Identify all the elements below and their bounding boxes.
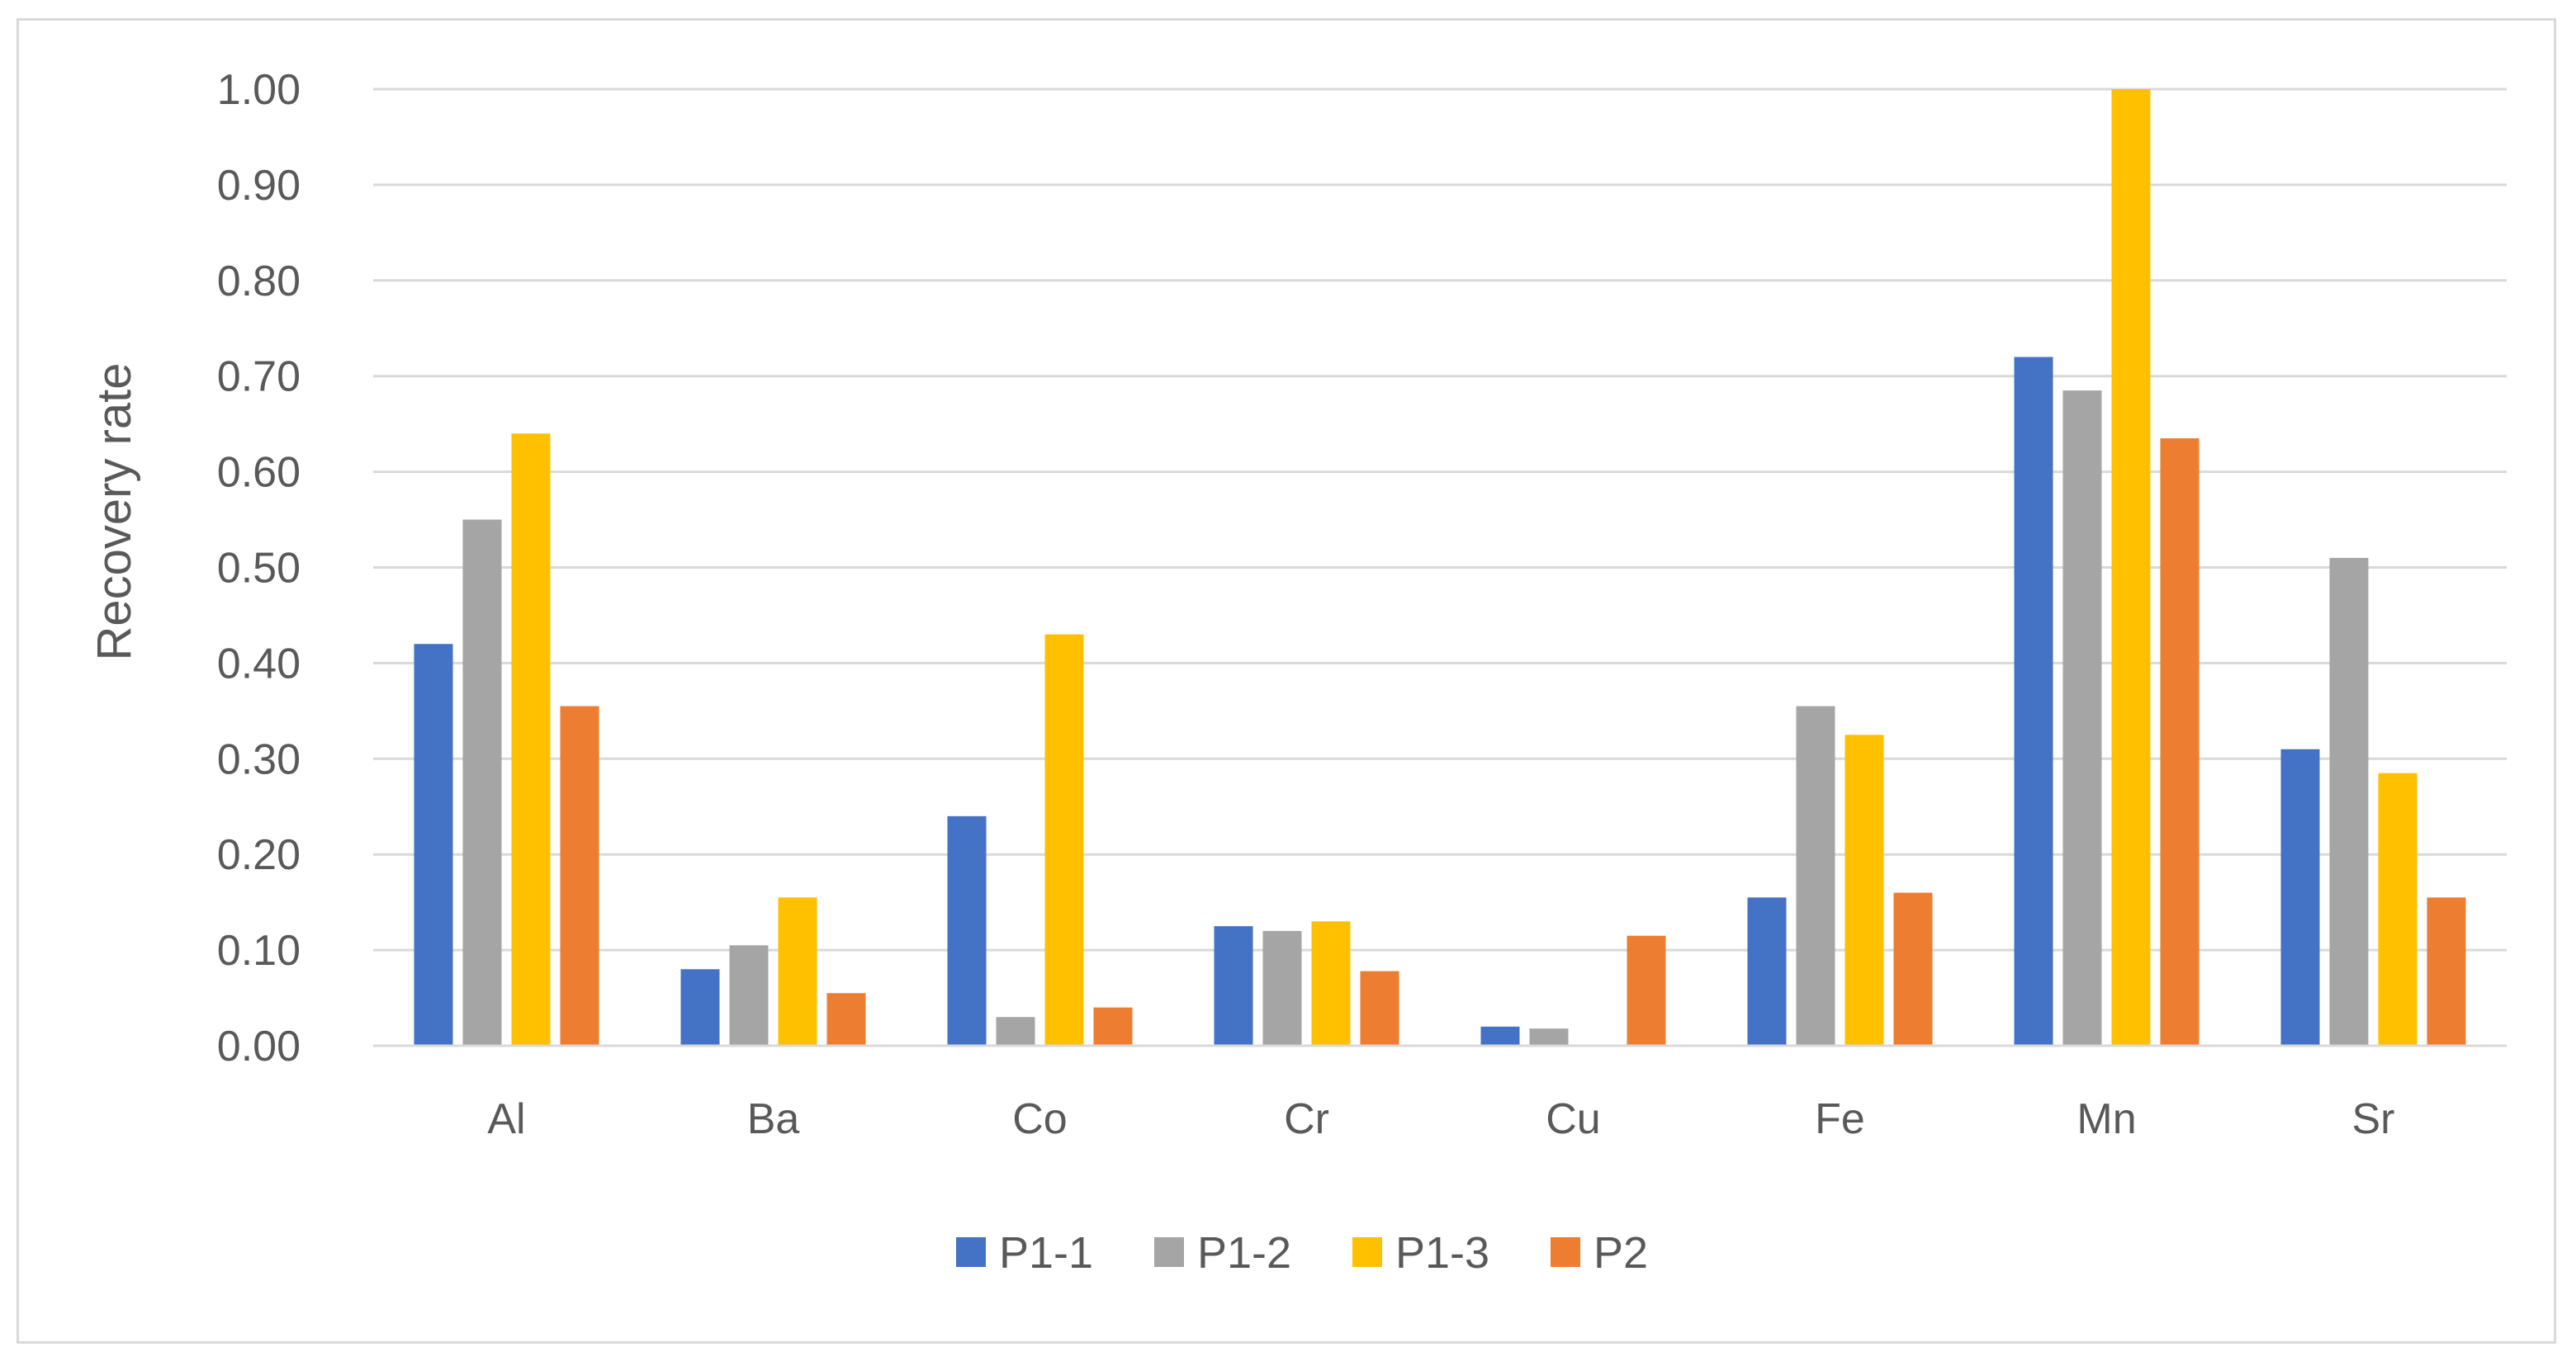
y-tick-label: 0.20 bbox=[217, 831, 301, 879]
x-tick-label: Al bbox=[487, 1095, 525, 1143]
bar-p1-1-co bbox=[947, 815, 987, 1046]
bar-p2-mn bbox=[2160, 438, 2200, 1046]
y-tick-label: 1.00 bbox=[217, 66, 301, 114]
x-tick-label: Sr bbox=[2352, 1095, 2395, 1143]
y-tick-label: 0.40 bbox=[217, 640, 301, 688]
x-tick-label: Fe bbox=[1815, 1095, 1865, 1143]
legend-swatch-p2 bbox=[1551, 1237, 1580, 1267]
y-tick-label: 0.50 bbox=[217, 545, 301, 593]
bar-p1-2-sr bbox=[2329, 557, 2369, 1046]
bar-p2-co bbox=[1093, 1007, 1133, 1046]
legend-swatch-p1-3 bbox=[1352, 1237, 1382, 1267]
bar-p1-1-cr bbox=[1214, 926, 1253, 1046]
y-tick-label: 0.90 bbox=[217, 162, 301, 210]
legend: P1-1 P1-2 P1-3 P2 bbox=[956, 1228, 1648, 1278]
axes: 0.00 0.10 0.20 0.30 0.40 0.50 0.60 0.70 0.80 0.90… bbox=[217, 66, 2507, 1143]
x-tick-label: Cu bbox=[1546, 1095, 1600, 1143]
bar-p1-3-co bbox=[1044, 634, 1084, 1046]
y-tick-label: 0.60 bbox=[217, 449, 301, 497]
bar-p1-1-al bbox=[414, 644, 453, 1046]
bar-p1-2-mn bbox=[2062, 390, 2102, 1047]
legend-label-p2: P2 bbox=[1593, 1228, 1648, 1278]
bar-p2-cu bbox=[1627, 935, 1666, 1046]
bar-p1-1-mn bbox=[2014, 357, 2053, 1046]
bar-p1-2-cr bbox=[1262, 930, 1302, 1046]
bar-p1-1-cu bbox=[1480, 1026, 1520, 1046]
bar-p1-3-fe bbox=[1844, 735, 1884, 1046]
legend-swatch-p1-2 bbox=[1154, 1237, 1184, 1267]
bar-p1-2-cu bbox=[1529, 1028, 1569, 1046]
y-tick-label: 0.00 bbox=[217, 1023, 301, 1071]
y-tick-label: 0.80 bbox=[217, 258, 301, 305]
bar-p1-3-al bbox=[511, 433, 551, 1046]
x-tick-label: Ba bbox=[747, 1095, 800, 1143]
bar-p2-fe bbox=[1893, 892, 1933, 1046]
y-tick-label: 0.70 bbox=[217, 353, 301, 401]
bar-p1-1-ba bbox=[680, 969, 720, 1046]
x-tick-label: Cr bbox=[1284, 1095, 1329, 1143]
bar-p1-1-sr bbox=[2280, 749, 2320, 1046]
bar-p2-cr bbox=[1360, 971, 1399, 1046]
legend-swatch-p1-1 bbox=[956, 1237, 986, 1267]
y-tick-label: 0.10 bbox=[217, 927, 301, 975]
gridlines bbox=[373, 87, 2507, 952]
y-tick-label: 0.30 bbox=[217, 735, 301, 783]
bar-p1-1-fe bbox=[1747, 897, 1787, 1046]
bar-p1-2-ba bbox=[729, 945, 769, 1046]
bar-p2-ba bbox=[826, 993, 866, 1046]
bar-p2-al bbox=[560, 706, 599, 1046]
legend-label-p1-2: P1-2 bbox=[1197, 1228, 1291, 1278]
bar-p1-3-sr bbox=[2378, 773, 2417, 1046]
bar-p1-2-al bbox=[462, 519, 502, 1046]
bar-p1-3-ba bbox=[778, 897, 817, 1046]
bar-p1-3-cr bbox=[1311, 921, 1351, 1046]
legend-label-p1-3: P1-3 bbox=[1395, 1228, 1489, 1278]
bar-p1-3-mn bbox=[2111, 89, 2151, 1046]
bar-p1-2-co bbox=[996, 1017, 1035, 1046]
y-axis-title: Recovery rate bbox=[88, 362, 141, 660]
bars bbox=[414, 89, 2466, 1047]
x-tick-label: Co bbox=[1012, 1095, 1067, 1143]
legend-label-p1-1: P1-1 bbox=[999, 1228, 1093, 1278]
bar-p1-2-fe bbox=[1796, 706, 1835, 1046]
x-tick-label: Mn bbox=[2076, 1095, 2136, 1143]
bar-p2-sr bbox=[2427, 897, 2466, 1046]
